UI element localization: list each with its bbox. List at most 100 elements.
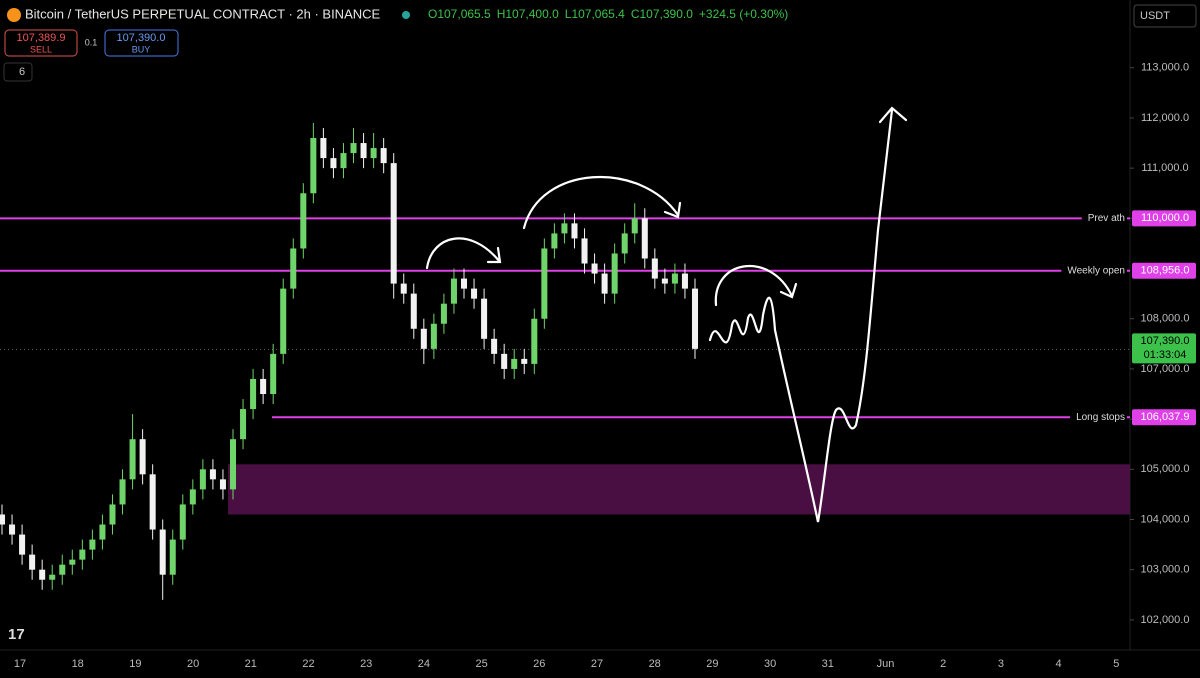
buy-price: 107,390.0	[117, 32, 166, 44]
currency: USDT	[1140, 10, 1170, 22]
level-name: Weekly open	[1067, 265, 1125, 276]
x-tick-label: 25	[475, 658, 487, 670]
y-tick-label: 103,000.0	[1141, 564, 1190, 576]
candle-body	[350, 143, 357, 154]
candle-body	[240, 409, 247, 440]
candle-body	[471, 288, 478, 299]
ohlc-value: L107,065.4	[565, 7, 625, 21]
plot: 102,000.0 103,000.0 104,000.0 105,000.0 106,…	[0, 62, 1196, 670]
candle-body	[430, 323, 437, 349]
logo: 17	[8, 626, 25, 643]
x-tick-label: 23	[360, 658, 372, 670]
spread: 0.1	[85, 37, 98, 47]
ohlc-row: O107,065.5 H107,400.0 L107,065.4 C107,390.0…	[428, 7, 788, 21]
candle-body	[300, 193, 307, 249]
candle-body	[0, 514, 6, 525]
arrow-sketch	[425, 237, 502, 270]
candle-body	[310, 138, 317, 194]
candle-body	[320, 138, 327, 159]
candle-body	[611, 253, 618, 294]
y-tick-label: 102,000.0	[1141, 614, 1190, 626]
x-tick-label: 21	[245, 658, 257, 670]
candle-body	[460, 278, 468, 289]
candle-body	[631, 218, 638, 234]
candle-body	[250, 378, 257, 410]
candle-body	[149, 474, 156, 530]
candle-body	[651, 258, 658, 279]
arrow-sketch	[522, 175, 682, 230]
projection-sketch	[708, 106, 908, 523]
x-tick-label: 18	[72, 658, 84, 670]
x-tick-label: 29	[706, 658, 718, 670]
candle-body	[400, 283, 407, 294]
candle-body	[89, 539, 96, 550]
candle-body	[270, 353, 277, 395]
level-name: Long stops	[1076, 412, 1125, 423]
candle-body	[581, 238, 588, 264]
sell-price: 107,389.9	[17, 32, 66, 44]
x-tick-label: 22	[302, 658, 314, 670]
x-tick-label: 26	[533, 658, 545, 670]
candle-body	[229, 439, 237, 490]
candle-body	[260, 378, 267, 395]
candle-body	[159, 529, 166, 575]
hand-drawing	[425, 106, 908, 523]
candle-body	[179, 504, 186, 540]
currency-select[interactable]	[1133, 4, 1197, 28]
candle-body	[511, 358, 518, 369]
candle-body	[521, 358, 528, 364]
buy-label: BUY	[132, 44, 151, 54]
candle-body	[481, 298, 488, 339]
x-tick-label: 17	[14, 658, 26, 670]
candle-body	[390, 163, 397, 284]
candle-body	[330, 158, 337, 169]
indicator-toggle[interactable]	[3, 62, 33, 82]
sell-button[interactable]	[4, 29, 78, 57]
sell-label: SELL	[30, 44, 52, 54]
y-tick-label: 107,000.0	[1141, 363, 1190, 375]
candle-body	[370, 148, 377, 159]
countdown: 01:33:04	[1144, 349, 1187, 361]
x-tick-label: 30	[764, 658, 776, 670]
x-tick-label: 24	[418, 658, 430, 670]
candle-body	[109, 504, 116, 525]
candle-body	[661, 278, 668, 284]
candle-body	[280, 288, 287, 354]
candle-body	[621, 233, 628, 254]
level-name-bg	[1081, 211, 1127, 226]
candle-body	[380, 148, 387, 164]
y-tick-label: 104,000.0	[1141, 513, 1190, 525]
candle-body	[119, 479, 126, 505]
candle-body	[19, 534, 26, 555]
y-tick-label: 113,000.0	[1141, 62, 1189, 74]
candle-body	[199, 469, 206, 490]
candle-body	[531, 318, 538, 364]
candle-body	[491, 338, 498, 354]
x-tick-label: 4	[1056, 658, 1062, 670]
candle-body	[360, 143, 367, 159]
candle-body	[561, 223, 568, 234]
level-price-box	[1132, 409, 1196, 426]
candle-body	[49, 574, 56, 580]
candle-body	[9, 524, 16, 535]
coin-icon	[7, 8, 21, 22]
y-tick-label: 108,000.0	[1141, 313, 1190, 325]
x-tick-label: Jun	[877, 658, 895, 670]
candle-body	[69, 559, 76, 565]
candle-body	[59, 564, 66, 575]
ohlc-value: +324.5 (+0.30%)	[699, 7, 788, 21]
level-price: 106,037.9	[1141, 411, 1190, 423]
last-price-box	[1132, 333, 1196, 364]
candle-body	[541, 248, 548, 319]
candle-body	[420, 328, 427, 349]
candle-body	[189, 489, 196, 505]
last-price: 107,390.0	[1141, 335, 1190, 347]
buy-button[interactable]	[104, 29, 179, 57]
symbol-title: Bitcoin / TetherUS PERPETUAL CONTRACT · …	[25, 6, 381, 21]
y-tick-label: 105,000.0	[1141, 463, 1190, 475]
candle-body	[340, 153, 347, 169]
candle-body	[139, 439, 146, 475]
candle-body	[551, 233, 558, 249]
candle-body	[79, 549, 86, 560]
